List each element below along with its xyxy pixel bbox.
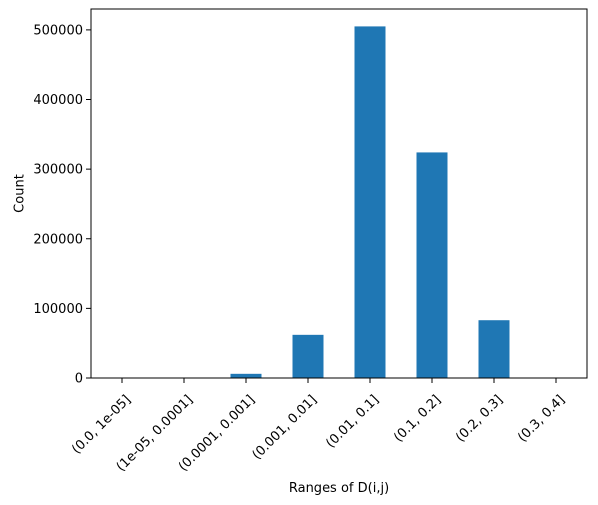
y-tick-label: 400000 [33,93,83,108]
bar [416,152,448,378]
y-axis: 0 100000 200000 300000 400000 500000 [33,23,91,387]
bar [354,26,386,378]
x-tick-label: (0.01, 0.1] [323,392,382,451]
x-tick-label: (0.3, 0.4] [515,392,568,445]
x-tick-label: (0.001, 0.01] [250,392,320,462]
y-axis-label: Count [13,174,28,213]
bar [478,320,510,378]
bar [292,334,324,378]
x-tick-label: (0.1, 0.2] [391,392,444,445]
plot-frame [90,8,588,379]
bar [230,373,262,378]
x-tick-label: (0.0, 1e-05] [69,392,134,457]
x-axis-label: Ranges of D(i,j) [289,481,389,496]
y-tick-label: 200000 [33,232,83,247]
x-tick-label: (0.2, 0.3] [453,392,506,445]
y-tick-label: 100000 [33,302,83,317]
y-tick-label: 300000 [33,163,83,178]
x-axis: (0.0, 1e-05](1e-05, 0.0001](0.0001, 0.00… [69,378,568,475]
y-tick-label: 0 [75,372,83,387]
bars-layer [230,26,572,378]
y-tick-label: 500000 [33,23,83,38]
